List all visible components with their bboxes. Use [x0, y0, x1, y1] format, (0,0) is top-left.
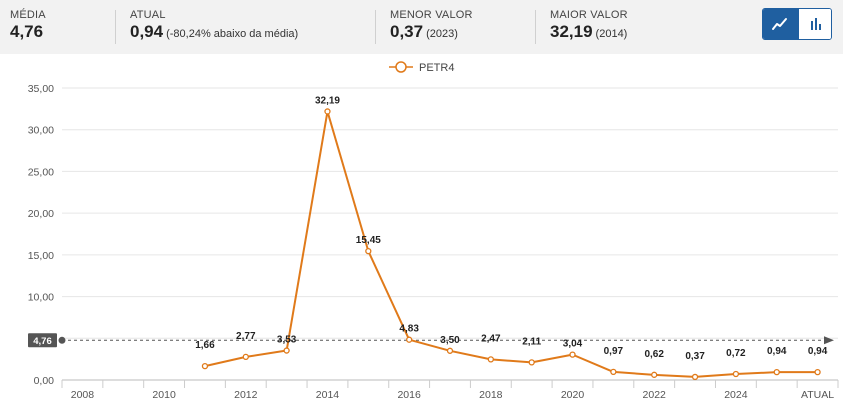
x-tick-label: 2014: [316, 389, 340, 401]
data-label: 0,94: [808, 346, 828, 357]
data-label: 0,37: [685, 351, 705, 362]
data-label: 3,04: [563, 339, 583, 350]
y-tick-label: 15,00: [28, 250, 54, 262]
data-point: [242, 353, 249, 361]
x-tick-label: 2008: [71, 389, 95, 401]
stat-divider: [375, 10, 376, 44]
stat-maior-note: (2014): [595, 28, 628, 40]
data-point: [201, 363, 209, 370]
data-label: 2,11: [522, 336, 541, 347]
stat-maior-value: 32,19: [550, 22, 593, 41]
x-tick-label: ATUAL: [801, 389, 834, 401]
data-label: 0,72: [726, 348, 746, 359]
stat-atual-note: (-80,24% abaixo da média): [166, 28, 299, 40]
stat-maior-value-wrap: 32,19 (2014): [550, 22, 628, 42]
stat-menor: MENOR VALOR 0,37 (2023): [390, 9, 473, 42]
average-label: 4,76: [33, 336, 52, 347]
data-label: 2,47: [481, 333, 501, 344]
stat-atual-value-wrap: 0,94 (-80,24% abaixo da média): [130, 22, 298, 42]
data-label: 15,45: [356, 235, 381, 246]
stat-menor-label: MENOR VALOR: [390, 9, 473, 21]
data-point: [610, 368, 617, 376]
stat-media-label: MÉDIA: [10, 9, 46, 21]
data-point: [569, 351, 576, 358]
stat-atual-value: 0,94: [130, 22, 164, 41]
stat-atual: ATUAL 0,94 (-80,24% abaixo da média): [130, 9, 298, 42]
x-tick-label: 2018: [479, 389, 503, 401]
x-tick-label: 2024: [724, 389, 748, 401]
stat-divider: [115, 10, 116, 44]
stat-menor-note: (2023): [426, 28, 458, 40]
chart-type-toggle: [762, 8, 832, 40]
y-tick-label: 10,00: [28, 292, 54, 304]
bar-chart-icon: [811, 18, 821, 30]
data-point: [651, 371, 658, 378]
data-label: 3,53: [277, 335, 297, 346]
data-label: 32,19: [315, 95, 340, 106]
stat-menor-value-wrap: 0,37 (2023): [390, 22, 473, 42]
data-label: 0,94: [767, 346, 787, 357]
series-line: [204, 110, 818, 378]
data-label: 1,66: [195, 340, 215, 351]
data-point: [773, 369, 780, 376]
stat-atual-label: ATUAL: [130, 9, 166, 21]
stat-divider: [535, 10, 536, 44]
x-axis: 2008 2010 2012 2014 2016 2018 2020 2022 2024 ATUA…: [61, 379, 839, 401]
line-chart-icon: [772, 18, 787, 30]
data-point: [283, 347, 290, 354]
stat-maior: MAIOR VALOR 32,19 (2014): [550, 9, 628, 42]
x-tick-label: 2010: [152, 389, 176, 401]
x-tick-label: 2022: [643, 389, 667, 401]
data-point: [732, 370, 740, 378]
data-label: 3,50: [440, 335, 460, 346]
average-badge: [28, 333, 57, 348]
legend[interactable]: PETR4: [389, 61, 454, 74]
line-chart-button[interactable]: [763, 9, 798, 39]
y-tick-label: 20,00: [28, 208, 54, 220]
stat-media-value: 4,76: [10, 22, 44, 41]
data-point: [324, 108, 331, 115]
data-label: 2,77: [236, 331, 256, 342]
stat-menor-value: 0,37: [390, 22, 424, 41]
stats-bar: MÉDIA 4,76 ATUAL 0,94 (-80,24% abaixo da …: [0, 0, 843, 54]
bar-chart-button[interactable]: [798, 9, 831, 39]
data-point: [814, 369, 821, 376]
stat-media: MÉDIA 4,76: [10, 9, 46, 42]
legend-marker: [395, 61, 407, 73]
x-tick-label: 2020: [561, 389, 585, 401]
x-tick-label: 2016: [397, 389, 421, 401]
data-label: 0,62: [644, 349, 664, 360]
average-arrow: [824, 336, 834, 345]
data-point: [365, 247, 372, 255]
data-label: 0,97: [604, 346, 624, 357]
average-line-group: 4,76: [28, 333, 834, 348]
legend-label: PETR4: [419, 62, 454, 74]
y-tick-label: 30,00: [28, 125, 54, 137]
data-point: [406, 336, 413, 343]
data-point: [691, 373, 699, 381]
data-point: [487, 356, 494, 363]
data-point: [528, 359, 535, 366]
y-tick-label: 35,00: [28, 83, 54, 95]
y-tick-label: 25,00: [28, 166, 54, 178]
series-petr4: 1,66 2,77 3,53 32,19 15,45 4,83 3,50 2,47 2,11 3,…: [195, 95, 828, 381]
data-label: 4,83: [399, 324, 419, 335]
data-point: [446, 347, 454, 354]
stat-maior-label: MAIOR VALOR: [550, 9, 628, 21]
x-tick-label: 2012: [234, 389, 258, 401]
average-marker: [58, 336, 66, 344]
y-tick-label: 0,00: [34, 375, 55, 387]
